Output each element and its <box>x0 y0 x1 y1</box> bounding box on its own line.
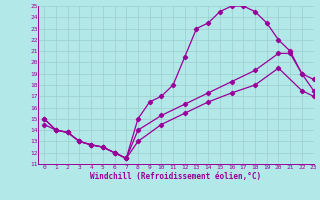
X-axis label: Windchill (Refroidissement éolien,°C): Windchill (Refroidissement éolien,°C) <box>91 172 261 181</box>
